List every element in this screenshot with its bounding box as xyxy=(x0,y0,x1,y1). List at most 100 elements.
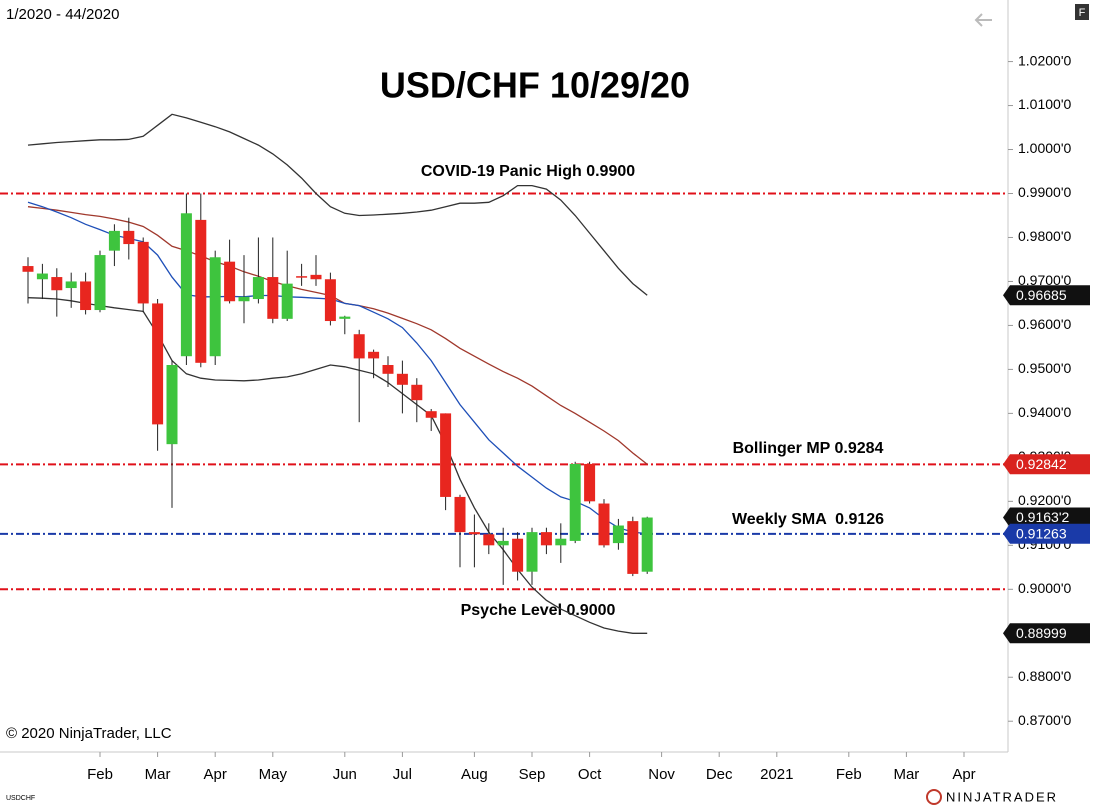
indicator-line xyxy=(27,113,648,296)
x-tick-label: Feb xyxy=(836,766,862,783)
candle xyxy=(36,263,48,300)
x-tick-label: Oct xyxy=(578,766,602,783)
candle xyxy=(324,272,336,326)
candle xyxy=(80,272,92,315)
candle-body xyxy=(209,257,221,357)
y-tick-label: 0.8800'0 xyxy=(1018,668,1071,684)
back-arrow[interactable] xyxy=(974,13,992,27)
candle-body xyxy=(641,517,653,572)
candle xyxy=(627,516,639,577)
price-marker xyxy=(1003,507,1090,528)
candle-body xyxy=(411,384,423,401)
candle xyxy=(468,514,480,568)
candle xyxy=(267,237,279,324)
y-tick-label: 0.9500'0 xyxy=(1018,360,1071,376)
price-marker xyxy=(1003,285,1090,306)
candle-body xyxy=(123,230,135,245)
candle-body xyxy=(80,281,92,311)
x-tick-label: Nov xyxy=(648,766,675,783)
candle xyxy=(296,263,308,286)
logo: NINJATRADER xyxy=(926,789,1056,805)
candle-body xyxy=(51,277,63,291)
y-tick-label: 1.0100'0 xyxy=(1018,96,1071,112)
candle-body xyxy=(180,213,192,357)
candle-body xyxy=(454,496,466,533)
price-marker-label: 0.9163'2 xyxy=(1016,509,1069,525)
candle-body xyxy=(252,277,264,300)
x-tick-label: Apr xyxy=(952,766,975,783)
candle xyxy=(51,268,63,317)
candle-body xyxy=(238,296,250,302)
price-marker xyxy=(1003,623,1090,644)
candle-body xyxy=(382,365,394,374)
candle xyxy=(368,349,380,379)
candle-body xyxy=(65,281,77,289)
candle xyxy=(540,527,552,555)
candle xyxy=(252,237,264,304)
candle-body xyxy=(425,411,437,418)
candle xyxy=(224,239,236,304)
candle xyxy=(641,516,653,574)
candle xyxy=(584,461,596,504)
candle xyxy=(497,527,509,585)
candle-body xyxy=(584,463,596,502)
candle xyxy=(195,193,207,368)
back-button[interactable] xyxy=(974,13,992,27)
price-marker xyxy=(1003,523,1090,544)
price-marker-label: 0.92842 xyxy=(1016,456,1067,472)
candle xyxy=(526,527,538,585)
candle-body xyxy=(396,373,408,385)
x-tick-label: Mar xyxy=(893,766,919,783)
price-marker-label: 0.96685 xyxy=(1016,287,1067,303)
y-tick-label: 0.9200'0 xyxy=(1018,492,1071,508)
candle xyxy=(598,499,610,548)
candle-body xyxy=(512,538,524,572)
candle-body xyxy=(296,276,308,278)
candle xyxy=(382,356,394,387)
candle xyxy=(353,329,365,423)
candle xyxy=(22,257,34,304)
candle-body xyxy=(598,503,610,546)
reference-label: Psyche Level 0.9000 xyxy=(461,602,616,619)
candle xyxy=(94,250,106,313)
chart-title: USD/CHF 10/29/20 xyxy=(380,65,690,106)
reference-label: Weekly SMA 0.9126 xyxy=(732,511,884,528)
indicator-line xyxy=(27,206,648,465)
x-tick-label: Jul xyxy=(393,766,412,783)
candle xyxy=(483,523,495,555)
candle xyxy=(166,360,178,508)
candle-body xyxy=(108,230,120,251)
y-tick-label: 1.0000'0 xyxy=(1018,140,1071,156)
candle-body xyxy=(569,463,581,541)
candle-body xyxy=(555,538,567,546)
candle xyxy=(555,523,567,563)
candle-body xyxy=(22,266,34,272)
x-tick-label: Aug xyxy=(461,766,488,783)
candle xyxy=(65,272,77,308)
candle xyxy=(396,360,408,414)
candle xyxy=(108,224,120,267)
reference-label: COVID-19 Panic High 0.9900 xyxy=(421,163,635,180)
candle xyxy=(137,237,149,313)
candle xyxy=(425,408,437,431)
candle-body xyxy=(440,413,452,497)
y-tick-label: 0.8700'0 xyxy=(1018,712,1071,728)
candle-body xyxy=(468,532,480,535)
candle xyxy=(238,255,250,324)
y-tick-label: 0.9600'0 xyxy=(1018,316,1071,332)
x-tick-label: 2021 xyxy=(760,766,793,783)
y-tick-label: 1.0200'0 xyxy=(1018,52,1071,68)
candle xyxy=(123,217,135,260)
x-tick-label: Dec xyxy=(706,766,733,783)
x-tick-label: May xyxy=(259,766,288,783)
candle-body xyxy=(152,303,164,425)
candle-body xyxy=(540,532,552,546)
candle-body xyxy=(612,525,624,544)
logo-icon xyxy=(926,789,942,805)
candle xyxy=(310,255,322,286)
x-tick-label: Jun xyxy=(333,766,357,783)
candle xyxy=(454,494,466,568)
icon-label: F xyxy=(1079,7,1086,19)
